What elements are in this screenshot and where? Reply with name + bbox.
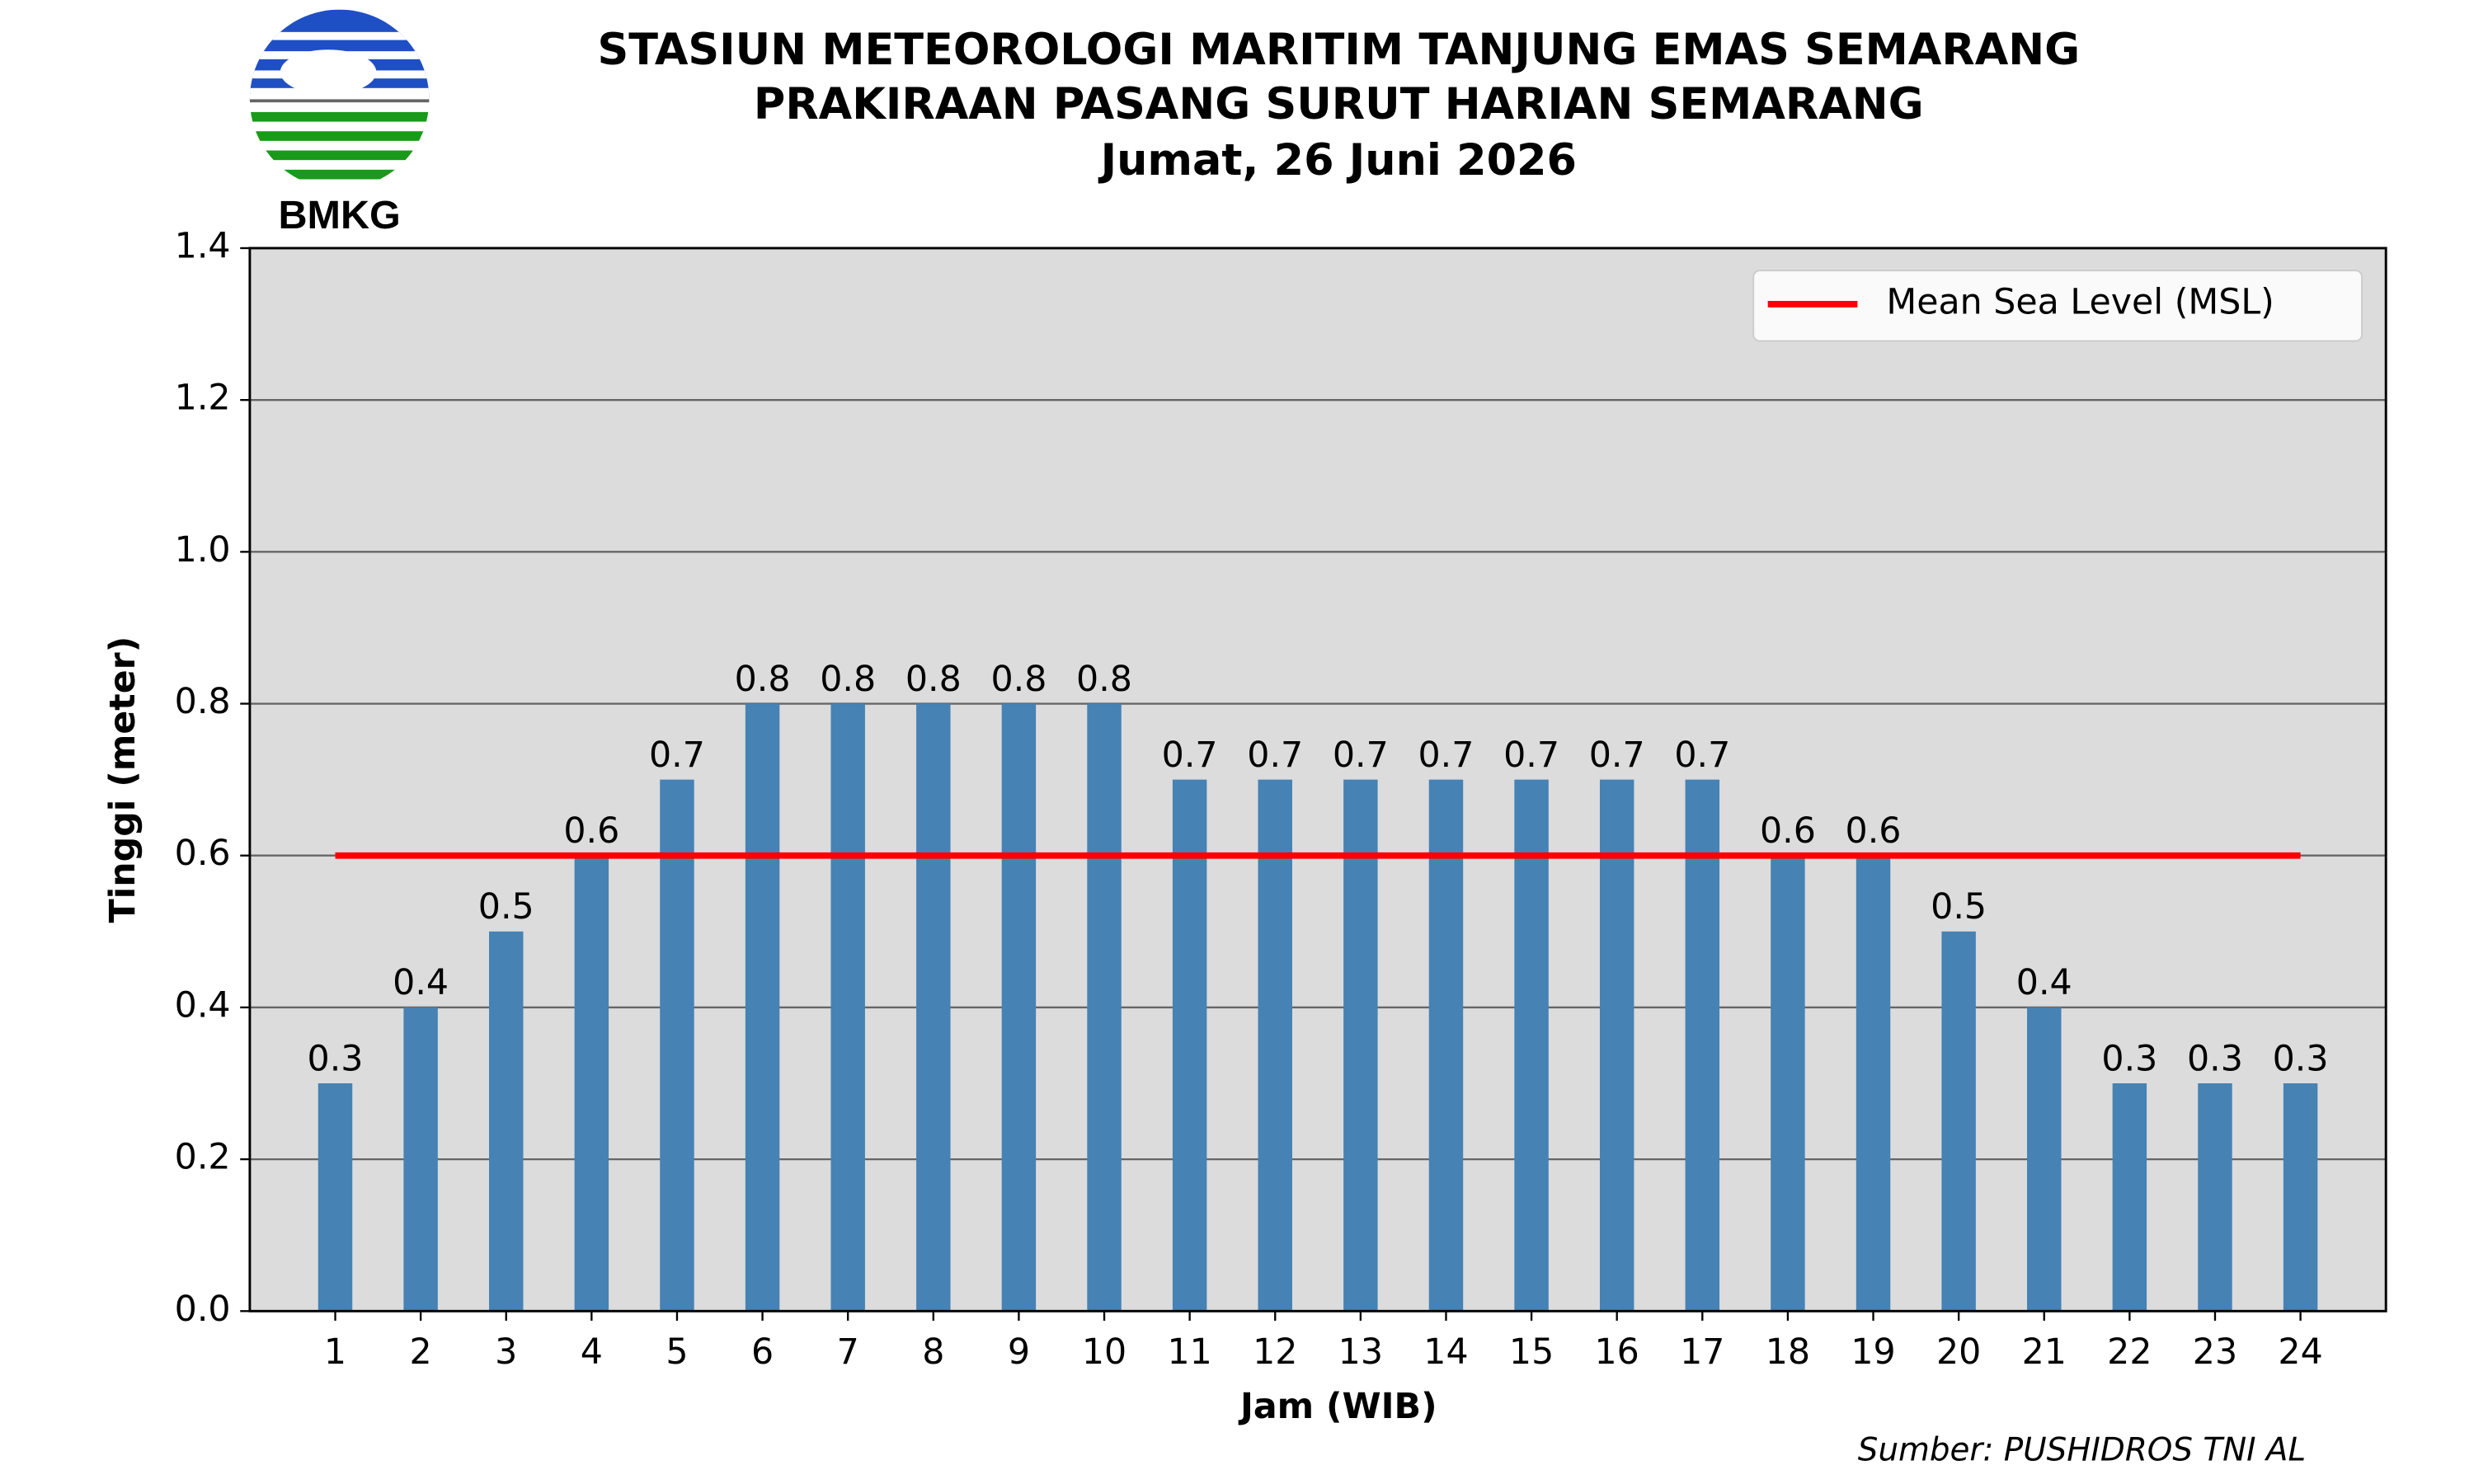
x-tick-label: 23 [2193,1331,2237,1373]
bar [1771,855,1805,1312]
x-tick-label: 16 [1595,1331,1639,1373]
bar [2027,1007,2062,1312]
chart-subtitle: PRAKIRAAN PASANG SURUT HARIAN SEMARANG [754,79,1924,129]
x-tick-label: 11 [1167,1331,1211,1373]
chart-date: Jumat, 26 Juni 2026 [1098,135,1577,186]
data-label: 0.7 [1589,735,1645,776]
data-label: 0.8 [1076,659,1132,700]
bar [2198,1083,2232,1312]
x-tick-label: 22 [2107,1331,2152,1373]
y-tick-label: 0.0 [175,1289,231,1330]
bar [830,703,865,1312]
x-tick-label: 6 [751,1331,774,1373]
x-tick-label: 20 [1936,1331,1981,1373]
y-tick-label: 1.2 [175,378,231,419]
y-tick-label: 0.4 [175,984,231,1026]
bar [1856,855,1891,1312]
x-tick-label: 19 [1851,1331,1895,1373]
x-tick-label: 17 [1680,1331,1724,1373]
x-tick-label: 12 [1253,1331,1297,1373]
x-tick-label: 3 [495,1331,517,1373]
bar [1001,703,1037,1312]
data-label: 0.7 [1247,735,1303,776]
plot: 0.3 0.4 0.5 0.6 0.7 0.8 0.8 0.8 0.8 0.8 0.7 0.7 0.7 0… [249,247,2387,1313]
bar [489,931,524,1312]
y-tick-label: 0.8 [175,681,231,722]
bar [1514,779,1549,1312]
bar [1087,703,1122,1312]
y-tick-label: 1.0 [175,529,231,571]
data-label: 0.4 [393,962,449,1003]
chart-title: STASIUN METEOROLOGI MARITIM TANJUNG EMAS… [597,25,2080,75]
bar [317,1083,353,1312]
bar [1599,779,1634,1312]
data-label: 0.8 [905,659,962,700]
y-tick-label: 0.2 [175,1137,231,1178]
plot-area [249,247,2387,1312]
data-label: 0.4 [2016,962,2072,1003]
x-tick-label: 14 [1423,1331,1468,1373]
logo-text: BMKG [279,193,401,237]
data-label: 0.6 [563,810,619,852]
bar [2112,1083,2147,1312]
data-label: 0.3 [308,1038,364,1079]
bar [660,779,694,1312]
data-label: 0.7 [649,735,705,776]
data-label: 0.3 [2101,1038,2157,1079]
source-note: Sumber: PUSHIDROS TNI AL [1858,1432,2306,1469]
x-tick-label: 10 [1082,1331,1126,1373]
data-label: 0.8 [820,659,876,700]
x-axis-label: Jam (WIB) [1238,1386,1437,1427]
legend-box [1752,270,2363,342]
bar [1172,779,1207,1312]
legend: Mean Sea Level (MSL) [1752,270,2363,342]
data-label: 0.3 [2187,1038,2243,1079]
bar [1685,779,1720,1312]
x-tick-label: 7 [837,1331,859,1373]
bar [1258,779,1292,1312]
legend-label: Mean Sea Level (MSL) [1886,281,2274,322]
x-tick-label: 4 [581,1331,603,1373]
data-label: 0.3 [2273,1038,2329,1079]
x-tick-label: 1 [324,1331,346,1373]
plot-frame [248,247,2387,1313]
data-label: 0.8 [990,659,1047,700]
x-tick-label: 2 [410,1331,432,1373]
x-tick-label: 9 [1008,1331,1030,1373]
data-label: 0.8 [735,659,791,700]
bar [403,1007,438,1312]
logo: BMKG [249,9,430,237]
x-tick-label: 21 [2022,1331,2067,1373]
x-tick-label: 24 [2278,1331,2322,1373]
y-tick-label: 1.4 [175,225,231,266]
bar [916,703,951,1312]
bar [2283,1083,2318,1312]
bar [1941,931,1976,1312]
data-label: 0.6 [1846,810,1902,852]
data-label: 0.6 [1760,810,1816,852]
y-axis-label: Tinggi (meter) [102,636,143,923]
data-label: 0.5 [1931,886,1987,928]
data-label: 0.7 [1418,735,1475,776]
bar [745,703,780,1312]
data-label: 0.7 [1333,735,1389,776]
bar [1428,779,1464,1312]
x-tick-label: 15 [1509,1331,1554,1373]
data-label: 0.7 [1162,735,1218,776]
data-label: 0.7 [1503,735,1559,776]
x-tick-label: 18 [1766,1331,1810,1373]
bar [1343,779,1378,1312]
x-tick-label: 8 [922,1331,944,1373]
y-tick-label: 0.6 [175,833,231,874]
data-label: 0.5 [478,886,534,928]
x-tick-label: 5 [666,1331,688,1373]
x-tick-label: 13 [1338,1331,1383,1373]
bar [574,855,609,1312]
data-label: 0.7 [1674,735,1730,776]
